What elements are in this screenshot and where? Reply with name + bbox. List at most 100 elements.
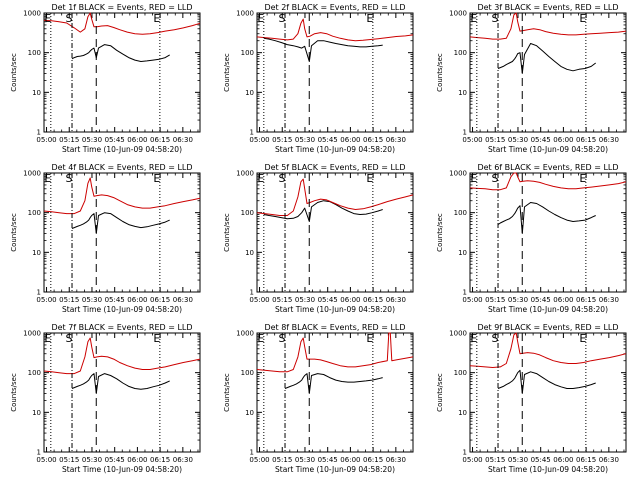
- x-tick-label: 05:00: [36, 136, 56, 144]
- y-tick-label: 10: [32, 89, 41, 97]
- x-tick-label: 05:15: [485, 136, 505, 144]
- y-tick-label: 100: [454, 369, 467, 377]
- x-axis-label: Start Time (10-Jun-09 04:58:20): [488, 145, 608, 154]
- y-tick-label: 100: [454, 49, 467, 57]
- x-tick-label: 06:30: [173, 456, 193, 464]
- x-tick-label: 05:00: [249, 456, 269, 464]
- chart-panel: Det 4f BLACK = Events, RED = LLD 1 10 100 10…: [10, 163, 201, 314]
- plot-frame: [256, 332, 414, 453]
- time-marker-label: S: [492, 172, 499, 185]
- x-tick-label: 06:15: [363, 456, 383, 464]
- y-tick-label: 1: [37, 289, 41, 297]
- x-tick-label: 06:30: [599, 456, 619, 464]
- x-tick-label: 05:15: [59, 456, 79, 464]
- events-series-line: [263, 200, 383, 222]
- y-tick-label: 10: [245, 409, 254, 417]
- x-tick-label: 05:45: [318, 136, 338, 144]
- y-tick-label: 10: [458, 89, 467, 97]
- x-tick-label: 06:00: [127, 296, 147, 304]
- x-tick-label: 06:15: [150, 296, 170, 304]
- events-series-line: [497, 43, 597, 74]
- time-marker-label: S: [66, 172, 73, 185]
- lld-series-line: [469, 332, 627, 368]
- x-tick-label: 06:00: [340, 456, 360, 464]
- y-tick-label: 10: [32, 249, 41, 257]
- time-marker-label: E: [366, 172, 373, 185]
- x-tick-label: 05:15: [485, 296, 505, 304]
- y-tick-label: 1000: [23, 170, 41, 178]
- x-axis-label: Start Time (10-Jun-09 04:58:20): [62, 465, 182, 474]
- y-tick-label: 1: [463, 129, 467, 137]
- time-marker-label: E: [470, 172, 477, 185]
- x-tick-label: 06:15: [576, 296, 596, 304]
- x-tick-label: 05:00: [462, 456, 482, 464]
- x-tick-label: 06:15: [363, 136, 383, 144]
- lld-series-line: [469, 12, 627, 40]
- time-marker-label: S: [279, 172, 286, 185]
- time-marker-label: E: [153, 12, 160, 25]
- time-marker-label: E: [470, 332, 477, 345]
- y-tick-label: 1000: [449, 330, 467, 338]
- chart-title: Det 9f BLACK = Events, RED = LLD: [477, 323, 618, 332]
- y-tick-label: 100: [28, 369, 41, 377]
- chart-title: Det 1f BLACK = Events, RED = LLD: [51, 3, 192, 12]
- y-axis-label: Counts/sec: [436, 373, 444, 412]
- time-marker-label: E: [257, 172, 264, 185]
- x-tick-label: 05:45: [105, 136, 125, 144]
- x-tick-label: 05:15: [272, 456, 292, 464]
- lld-series-line: [256, 18, 414, 42]
- x-tick-label: 05:00: [36, 456, 56, 464]
- x-tick-label: 06:00: [127, 456, 147, 464]
- x-tick-label: 05:00: [249, 136, 269, 144]
- x-tick-label: 06:00: [340, 296, 360, 304]
- x-tick-label: 05:15: [485, 456, 505, 464]
- time-marker-label: S: [279, 12, 286, 25]
- time-marker-label: E: [257, 12, 264, 25]
- x-tick-label: 05:15: [59, 136, 79, 144]
- lld-series-line: [256, 332, 414, 373]
- chart-title: Det 6f BLACK = Events, RED = LLD: [477, 163, 618, 172]
- x-tick-label: 05:15: [59, 296, 79, 304]
- time-marker-label: E: [153, 332, 160, 345]
- events-series-line: [284, 373, 383, 394]
- x-tick-label: 06:00: [340, 136, 360, 144]
- chart-title: Det 2f BLACK = Events, RED = LLD: [264, 3, 405, 12]
- time-marker-label: E: [366, 332, 373, 345]
- x-axis-label: Start Time (10-Jun-09 04:58:20): [488, 305, 608, 314]
- x-tick-label: 06:00: [553, 296, 573, 304]
- time-marker-label: E: [44, 172, 51, 185]
- x-axis-label: Start Time (10-Jun-09 04:58:20): [488, 465, 608, 474]
- x-tick-label: 06:30: [386, 136, 406, 144]
- time-marker-label: S: [66, 12, 73, 25]
- time-marker-label: E: [44, 12, 51, 25]
- x-tick-label: 06:00: [553, 456, 573, 464]
- x-tick-label: 05:30: [508, 296, 528, 304]
- y-tick-label: 1: [37, 449, 41, 457]
- time-marker-label: E: [153, 172, 160, 185]
- x-tick-label: 06:30: [599, 296, 619, 304]
- y-tick-label: 1000: [449, 10, 467, 18]
- x-tick-label: 05:30: [295, 136, 315, 144]
- x-tick-label: 05:45: [105, 296, 125, 304]
- x-axis-label: Start Time (10-Jun-09 04:58:20): [62, 305, 182, 314]
- x-tick-label: 06:30: [599, 136, 619, 144]
- y-tick-label: 1: [250, 289, 254, 297]
- x-tick-label: 06:30: [173, 296, 193, 304]
- lld-series-line: [43, 12, 201, 35]
- x-tick-label: 05:30: [508, 136, 528, 144]
- time-marker-label: E: [579, 172, 586, 185]
- y-axis-label: Counts/sec: [436, 53, 444, 92]
- x-tick-label: 05:45: [531, 136, 551, 144]
- y-axis-label: Counts/sec: [223, 53, 231, 92]
- y-tick-label: 1000: [236, 170, 254, 178]
- time-marker-label: E: [257, 332, 264, 345]
- x-tick-label: 05:45: [531, 296, 551, 304]
- y-axis-label: Counts/sec: [223, 373, 231, 412]
- y-axis-label: Counts/sec: [10, 53, 18, 92]
- x-tick-label: 06:30: [173, 136, 193, 144]
- chart-panel: Det 7f BLACK = Events, RED = LLD 1 10 100 10…: [10, 323, 201, 474]
- x-axis-label: Start Time (10-Jun-09 04:58:20): [275, 465, 395, 474]
- events-series-line: [497, 202, 596, 234]
- x-tick-label: 05:00: [36, 296, 56, 304]
- x-tick-label: 06:15: [576, 456, 596, 464]
